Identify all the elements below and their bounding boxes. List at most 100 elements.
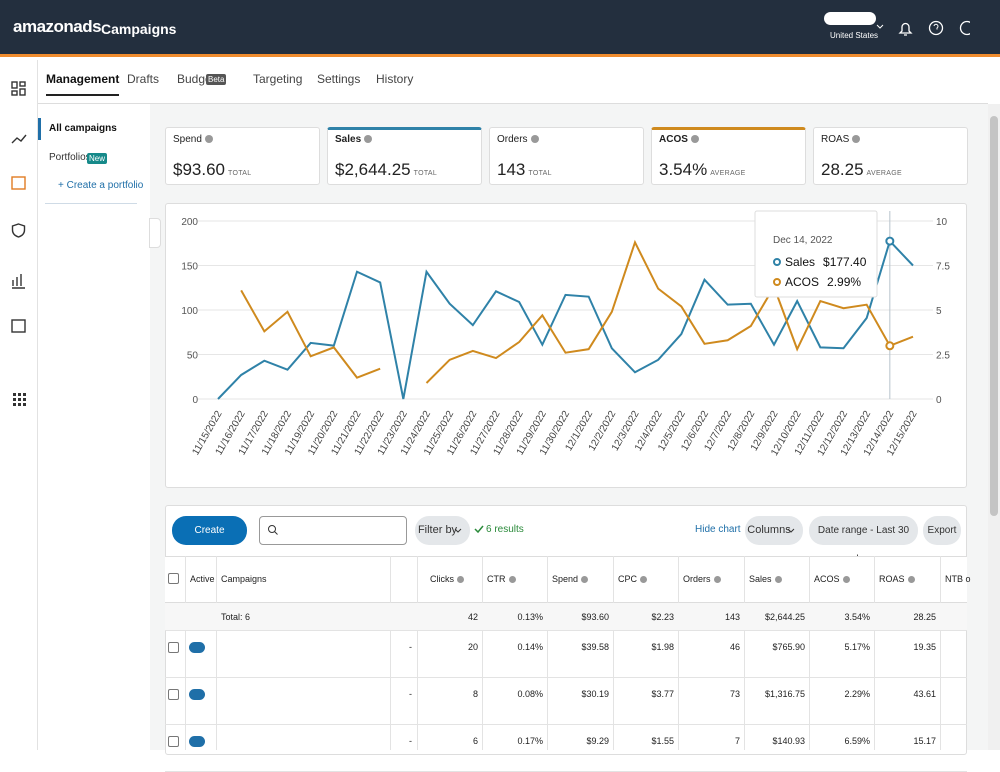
country[interactable]: United States — [830, 31, 879, 40]
column-divider — [185, 556, 186, 750]
column-divider — [678, 556, 679, 750]
column-header[interactable]: ROAS — [879, 574, 915, 584]
campaign-icon[interactable] — [11, 176, 26, 190]
y-tick-label: 200 — [181, 217, 198, 228]
table-cell: - — [409, 642, 412, 652]
table-cell: 28.25 — [913, 612, 936, 622]
y2-tick-label: 0 — [936, 395, 942, 406]
nav-item[interactable]: Portfolios — [49, 152, 91, 163]
logo[interactable]: amazonads — [13, 17, 102, 36]
trend-icon[interactable] — [11, 134, 27, 144]
metric-card[interactable] — [813, 127, 968, 185]
create-campaign-button[interactable]: Create campaign — [172, 516, 247, 565]
caret[interactable] — [876, 24, 884, 29]
metric-card[interactable] — [489, 127, 644, 185]
table-cell: 5.17% — [844, 642, 870, 652]
column-header[interactable]: ACOS — [814, 574, 850, 584]
hover-point — [885, 341, 895, 351]
columns-button[interactable]: Columns — [745, 516, 803, 545]
table-cell: - — [409, 736, 412, 746]
help-icon[interactable] — [928, 20, 944, 36]
tab[interactable]: History — [376, 72, 414, 86]
dashboard-icon[interactable] — [11, 81, 18, 89]
table-cell: $30.19 — [581, 689, 609, 699]
y-tick-label: 0 — [192, 395, 198, 406]
table-cell: 42 — [467, 612, 478, 622]
column-header[interactable]: Active — [190, 574, 215, 584]
filter-button[interactable]: Filter by — [415, 516, 470, 545]
apps-icon[interactable] — [13, 393, 26, 406]
tooltip-line: ACOS 2.99% — [785, 275, 861, 289]
table-cell: $765.90 — [772, 642, 805, 652]
hide-chart-link[interactable]: Hide chart — [695, 524, 741, 535]
table-cell: 43.61 — [913, 689, 936, 699]
metric-label: Spend — [173, 134, 213, 145]
column-header[interactable]: Spend — [552, 574, 589, 584]
column-header[interactable]: Orders — [683, 574, 721, 584]
metric-value: $2,644.25 TOTAL — [335, 160, 438, 179]
table-cell: $2,644.25 — [764, 612, 805, 622]
column-header[interactable]: Clicks — [430, 574, 464, 584]
checkbox[interactable] — [168, 573, 179, 584]
export-button[interactable]: Export — [923, 516, 961, 545]
column-divider — [613, 556, 614, 750]
table-cell: 3.54% — [844, 612, 870, 622]
column-divider — [744, 556, 745, 750]
report-icon[interactable] — [12, 274, 25, 289]
column-header[interactable]: CTR — [487, 574, 516, 584]
series-line — [240, 239, 914, 384]
table-cell: 0.08% — [517, 689, 543, 699]
tab[interactable]: Management — [46, 72, 120, 96]
shield-icon[interactable] — [11, 223, 26, 238]
metric-value: 3.54% AVERAGE — [659, 160, 746, 179]
column-divider — [547, 556, 548, 750]
column-header[interactable]: CPC — [618, 574, 648, 584]
column-divider — [390, 556, 391, 750]
help-glyph — [933, 23, 939, 30]
column-divider — [874, 556, 875, 750]
bell-icon[interactable] — [898, 22, 913, 36]
checkbox[interactable] — [168, 736, 179, 747]
toggle[interactable] — [189, 689, 205, 700]
chart: 05010015020002.557.51011/15/202211/16/20… — [181, 137, 963, 581]
column-divider — [482, 556, 483, 750]
toggle[interactable] — [189, 736, 205, 747]
metric-card[interactable] — [651, 127, 806, 185]
user-icon[interactable] — [959, 20, 971, 36]
media-icon[interactable] — [11, 319, 26, 333]
collapse-toggle[interactable] — [149, 218, 161, 248]
column-header[interactable]: Sales — [749, 574, 782, 584]
column-header[interactable]: Campaigns — [221, 574, 267, 584]
tab[interactable]: Settings — [317, 72, 361, 86]
nav-item[interactable]: All campaigns — [49, 123, 117, 134]
tooltip-line: Sales $177.40 — [785, 255, 867, 269]
new-badge: New — [87, 153, 108, 164]
account-pill[interactable] — [824, 12, 876, 25]
metric-note: TOTAL — [228, 170, 252, 177]
checkbox[interactable] — [168, 642, 179, 653]
column-header[interactable]: NTB o — [945, 574, 971, 584]
metric-card[interactable] — [327, 127, 482, 185]
metric-card[interactable] — [165, 127, 320, 185]
table-cell: 6 — [472, 736, 478, 746]
tab[interactable]: Targeting — [253, 72, 303, 86]
search-box[interactable] — [259, 516, 407, 545]
date-range-button[interactable]: Date range - Last 30 days — [809, 516, 918, 565]
checkbox[interactable] — [168, 689, 179, 700]
table-row — [165, 725, 967, 772]
table-cell: 6.59% — [844, 736, 870, 746]
tooltip-series-name: Sales — [785, 255, 815, 269]
tooltip-date: Dec 14, 2022 — [773, 235, 833, 246]
table-row — [165, 603, 967, 631]
table-cell: 15.17 — [913, 736, 936, 746]
toggle[interactable] — [189, 642, 205, 653]
series-line — [217, 239, 914, 400]
scrollbar — [988, 104, 1000, 750]
table-cell: 19.35 — [913, 642, 936, 652]
table-cell: 0.13% — [517, 612, 543, 622]
y-tick-label: 50 — [187, 351, 199, 362]
tab[interactable]: Drafts — [127, 72, 160, 86]
y-tick-label: 100 — [181, 306, 198, 317]
create-portfolio[interactable]: + Create a portfolio — [58, 180, 144, 191]
